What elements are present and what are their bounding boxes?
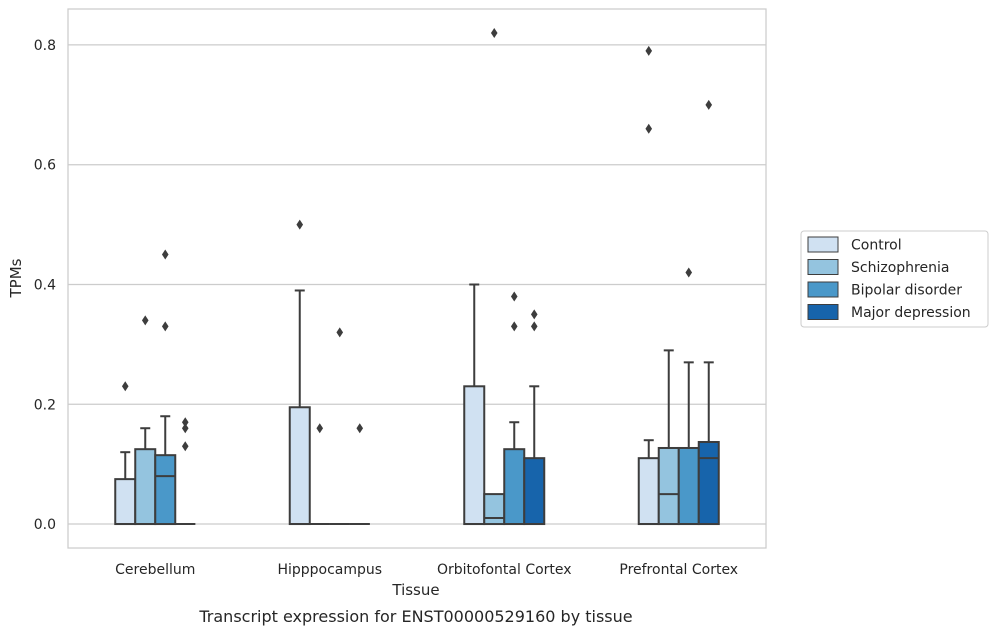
legend-swatch xyxy=(807,236,839,253)
chart-caption: Transcript expression for ENST0000052916… xyxy=(198,607,632,626)
box xyxy=(523,457,546,526)
legend-label: Schizophrenia xyxy=(851,260,949,276)
outlier-point xyxy=(161,321,169,332)
x-axis-label: Tissue xyxy=(391,581,439,599)
box xyxy=(463,385,486,526)
outlier-point xyxy=(490,27,498,38)
y-axis-label: TPMs xyxy=(7,258,25,298)
outlier-point xyxy=(645,123,653,134)
x-tick-label: Cerebellum xyxy=(115,562,195,578)
legend-frame xyxy=(800,230,989,328)
x-tick-labels: Cerebellum Hipppocampus Orbitofontal Corte… xyxy=(115,562,738,578)
outlier-point xyxy=(356,423,364,434)
outlier-point xyxy=(316,423,324,434)
box xyxy=(154,454,177,526)
legend-swatch xyxy=(807,304,839,320)
outlier-point xyxy=(530,309,538,320)
x-tick-label: Hipppocampus xyxy=(277,562,382,578)
box xyxy=(677,446,700,526)
outlier-point xyxy=(530,321,538,332)
outlier-points xyxy=(121,27,713,452)
x-tick-label: Prefrontal Cortex xyxy=(619,562,738,578)
outlier-point xyxy=(121,381,129,392)
plot-frame xyxy=(67,8,767,549)
legend-label: Major depression xyxy=(851,305,971,321)
x-tick-label: Orbitofontal Cortex xyxy=(437,562,572,578)
outlier-point xyxy=(181,423,189,434)
box xyxy=(134,448,157,526)
legend: Control Schizophrenia Bipolar disorder Majo… xyxy=(800,230,989,328)
outlier-point xyxy=(645,45,653,56)
legend-label: Bipolar disorder xyxy=(851,283,962,299)
outlier-point xyxy=(336,327,344,338)
outlier-point xyxy=(296,219,304,230)
y-tick-label: 0.6 xyxy=(34,158,56,174)
y-tick-labels: 0.0 0.2 0.4 0.6 0.8 xyxy=(34,38,56,533)
outlier-point xyxy=(141,315,149,326)
box xyxy=(288,406,311,526)
box xyxy=(657,446,680,526)
box xyxy=(637,457,660,526)
legend-items: Control Schizophrenia Bipolar disorder Majo… xyxy=(807,236,971,321)
outlier-point xyxy=(705,99,713,110)
box xyxy=(483,493,506,526)
y-tick-label: 0.0 xyxy=(34,517,56,533)
boxes xyxy=(114,283,720,526)
legend-swatch xyxy=(807,281,839,298)
outlier-point xyxy=(161,249,169,260)
y-tick-label: 0.4 xyxy=(34,277,56,293)
outlier-point xyxy=(181,441,189,452)
outlier-point xyxy=(685,267,693,278)
box xyxy=(697,440,720,526)
box xyxy=(114,478,137,526)
legend-swatch xyxy=(807,259,839,275)
outlier-point xyxy=(510,321,518,332)
legend-label: Control xyxy=(851,238,902,254)
box xyxy=(503,448,526,526)
outlier-point xyxy=(181,417,189,428)
y-tick-label: 0.2 xyxy=(34,397,56,413)
y-tick-label: 0.8 xyxy=(34,38,56,54)
outlier-point xyxy=(510,291,518,302)
